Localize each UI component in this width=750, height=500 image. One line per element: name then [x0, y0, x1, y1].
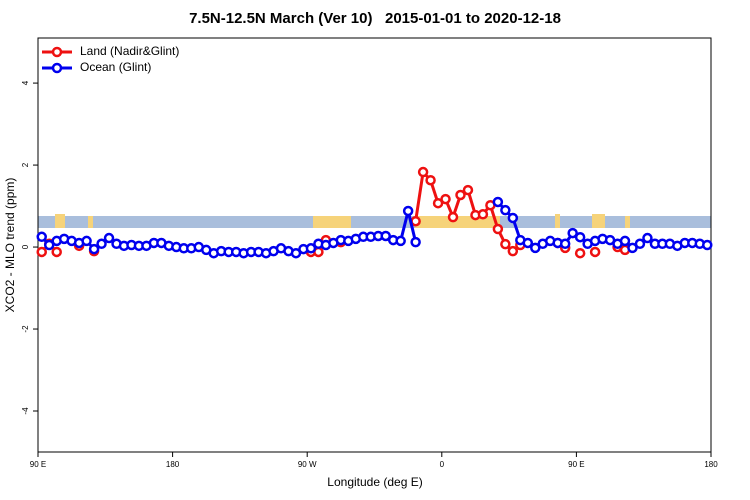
- data-point: [103, 232, 115, 244]
- data-point: [96, 238, 107, 250]
- data-point: [402, 205, 414, 217]
- y-axis-label: XCO2 - MLO trend (ppm): [3, 178, 17, 313]
- data-point: [462, 184, 474, 196]
- data-point: [574, 231, 586, 243]
- data-point: [500, 204, 511, 216]
- data-point: [589, 246, 601, 258]
- data-point: [305, 243, 317, 254]
- x-axis-label: Longitude (deg E): [327, 475, 422, 489]
- data-point: [627, 242, 638, 254]
- data-point: [43, 239, 55, 251]
- data-point: [619, 235, 631, 247]
- ocean-band: [38, 216, 711, 228]
- data-point: [395, 235, 406, 247]
- data-point: [425, 174, 436, 186]
- data-point: [574, 247, 586, 259]
- data-point: [417, 166, 429, 178]
- land-patch: [625, 216, 630, 228]
- x-tick-label: 180: [704, 460, 718, 469]
- data-point: [492, 223, 504, 235]
- y-tick-label: -2: [21, 325, 30, 333]
- data-point: [380, 230, 391, 242]
- data-point: [567, 227, 578, 239]
- x-tick-label: 90 E: [568, 460, 584, 469]
- x-tick-label: 90 W: [298, 460, 317, 469]
- data-point: [81, 235, 92, 247]
- data-point: [410, 236, 421, 248]
- data-point: [507, 245, 519, 257]
- data-point: [642, 232, 653, 244]
- data-point: [88, 243, 100, 255]
- y-tick-label: 2: [21, 162, 30, 167]
- y-tick-label: 4: [21, 80, 30, 85]
- land-patch: [55, 214, 65, 228]
- data-point: [477, 209, 489, 220]
- y-tick-label: 0: [21, 244, 30, 249]
- land-patch: [88, 216, 93, 228]
- land-patch: [592, 214, 605, 228]
- data-point: [559, 238, 571, 250]
- data-point: [36, 231, 47, 243]
- land-patch: [555, 214, 560, 228]
- data-point: [455, 189, 466, 201]
- data-point: [507, 212, 519, 224]
- data-point: [51, 246, 62, 258]
- data-point: [432, 197, 444, 209]
- data-point: [36, 246, 47, 258]
- data-point: [492, 196, 504, 208]
- data-point: [440, 193, 451, 205]
- data-point: [447, 211, 459, 223]
- y-tick-label: -4: [21, 407, 30, 415]
- data-point: [290, 247, 302, 259]
- land-mask: [38, 214, 711, 228]
- x-tick-label: 0: [440, 460, 445, 469]
- x-tick-label: 180: [166, 460, 180, 469]
- legend-label: Ocean (Glint): [80, 60, 151, 74]
- legend-marker: [51, 46, 63, 58]
- land-patch: [313, 216, 351, 228]
- legend-label: Land (Nadir&Glint): [80, 44, 179, 58]
- x-tick-label: 90 E: [30, 460, 46, 469]
- data-point: [702, 239, 713, 251]
- data-point: [530, 242, 541, 254]
- chart-title: 7.5N-12.5N March (Ver 10) 2015-01-01 to …: [189, 10, 561, 27]
- data-point: [410, 215, 421, 227]
- data-point: [500, 238, 511, 250]
- legend-marker: [51, 62, 63, 74]
- data-point: [522, 237, 534, 249]
- data-point: [634, 238, 646, 250]
